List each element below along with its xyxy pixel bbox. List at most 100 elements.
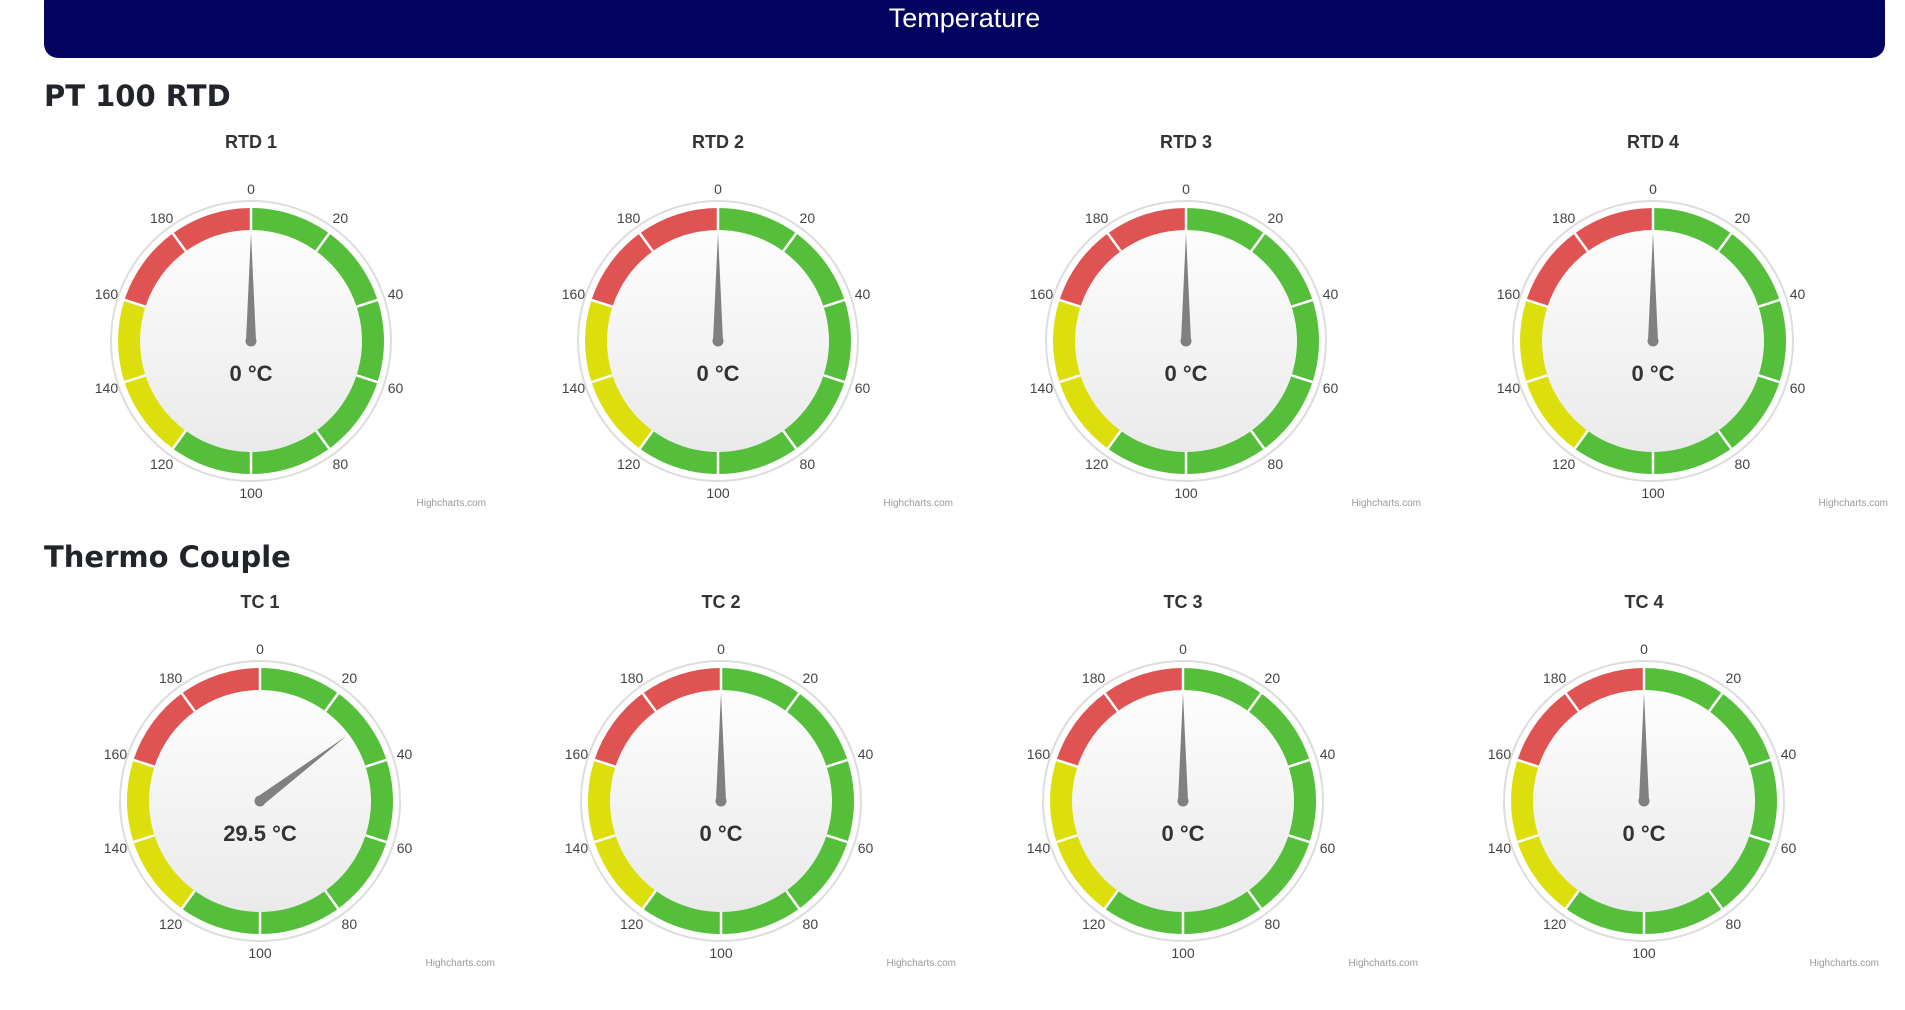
gauge-needle-pivot — [712, 335, 724, 347]
gauge-tick-mark — [594, 834, 616, 844]
gauge-tick-label: 160 — [1027, 746, 1051, 762]
gauge-rtd-4: RTD 4 0 20 40 60 80 100 120 140 160 180 0 °C Highcha… — [1418, 132, 1888, 550]
highcharts-credits-link[interactable]: Highcharts.com — [884, 498, 953, 509]
gauge-tick-label: 100 — [1632, 945, 1656, 961]
gauge-tick-label: 60 — [1781, 840, 1797, 856]
gauge-tick-label: 20 — [1735, 210, 1751, 226]
gauge-tc-4: TC 4 0 20 40 60 80 100 120 140 160 180 0 °C Highchar… — [1409, 592, 1879, 1010]
gauge-tick-label: 180 — [159, 670, 183, 686]
gauge-band-green — [1574, 208, 1786, 475]
gauge-tick-mark — [1250, 232, 1266, 252]
gauge-needle-pivot — [1180, 335, 1192, 347]
gauge-rtd-1: RTD 1 0 20 40 60 80 100 120 140 160 180 0 °C Highcha… — [16, 132, 486, 550]
gauge-tick-label: 60 — [1323, 380, 1339, 396]
gauge-band-yellow — [585, 299, 653, 449]
gauge-band-red — [1059, 208, 1186, 307]
gauge-tick-mark — [1247, 692, 1263, 712]
gauge-tc-2: TC 2 0 20 40 60 80 100 120 140 160 180 0 °C Highchar… — [486, 592, 956, 1010]
gauge-tick-label: 20 — [1265, 670, 1281, 686]
gauge-tick-label: 80 — [1265, 916, 1281, 932]
gauge-tick-mark — [324, 890, 340, 910]
gauge-tick-label: 40 — [388, 286, 404, 302]
gauge-tick-label: 40 — [1320, 746, 1336, 762]
gauge-band-yellow — [1050, 759, 1118, 909]
gauge-tick-mark — [124, 374, 146, 384]
gauge-tick-mark — [641, 692, 657, 712]
gauge-tick-mark — [594, 758, 616, 768]
gauge-tick-mark — [356, 298, 378, 308]
highcharts-credits-link[interactable]: Highcharts.com — [1819, 498, 1888, 509]
highcharts-credits-link[interactable]: Highcharts.com — [1349, 958, 1418, 969]
gauge-tick-mark — [1717, 232, 1733, 252]
gauge-tick-mark — [1059, 374, 1081, 384]
gauge-tick-mark — [1247, 890, 1263, 910]
gauge-tick-label: 180 — [1085, 210, 1109, 226]
gauge-tick-mark — [638, 430, 654, 450]
gauge-tick-mark — [1749, 758, 1771, 768]
gauge-tick-label: 0 — [1649, 181, 1657, 197]
gauge-tick-mark — [823, 374, 845, 384]
gauge-tick-mark — [1291, 374, 1313, 384]
gauge-band-red — [1526, 208, 1653, 307]
gauge-tick-mark — [1564, 692, 1580, 712]
gauge-needle-pivot — [715, 795, 727, 807]
gauge-chart: TC 4 0 20 40 60 80 100 120 140 160 180 0 °C Highchar… — [1488, 592, 1879, 969]
gauge-band-yellow — [1520, 299, 1588, 449]
gauge-tick-label: 140 — [565, 840, 589, 856]
gauge-title: RTD 4 — [1627, 132, 1679, 152]
gauge-tick-mark — [1517, 758, 1539, 768]
gauge-tick-mark — [823, 298, 845, 308]
gauge-tick-label: 140 — [1030, 380, 1054, 396]
gauge-tick-label: 20 — [1268, 210, 1284, 226]
highcharts-credits-link[interactable]: Highcharts.com — [887, 958, 956, 969]
gauge-tick-label: 140 — [1497, 380, 1521, 396]
gauge-tc-3: TC 3 0 20 40 60 80 100 120 140 160 180 0 °C Highchar… — [948, 592, 1418, 1010]
gauge-tick-mark — [1564, 890, 1580, 910]
gauge-tick-mark — [1250, 430, 1266, 450]
gauge-needle — [1181, 233, 1191, 341]
gauge-chart: TC 1 0 20 40 60 80 100 120 140 160 180 29.5 °C Highc… — [104, 592, 495, 969]
page-title: Temperature — [888, 3, 1041, 33]
gauge-tick-mark — [782, 430, 798, 450]
gauge-tick-label: 40 — [858, 746, 874, 762]
highcharts-credits-link[interactable]: Highcharts.com — [1810, 958, 1879, 969]
gauge-tick-mark — [1758, 374, 1780, 384]
gauge-tick-label: 0 — [1179, 641, 1187, 657]
highcharts-credits-link[interactable]: Highcharts.com — [417, 498, 486, 509]
gauge-tick-mark — [638, 232, 654, 252]
gauge-needle — [1639, 693, 1649, 801]
gauge-tick-label: 40 — [1781, 746, 1797, 762]
gauge-value-label: 0 °C — [1622, 821, 1665, 846]
gauge-tick-label: 100 — [239, 485, 263, 501]
highcharts-credits-link[interactable]: Highcharts.com — [1352, 498, 1421, 509]
gauge-tick-label: 160 — [104, 746, 128, 762]
gauge-tick-label: 0 — [1640, 641, 1648, 657]
gauge-needle — [1648, 233, 1658, 341]
gauge-tick-mark — [782, 232, 798, 252]
gauge-tick-mark — [1106, 232, 1122, 252]
gauge-tc-1: TC 1 0 20 40 60 80 100 120 140 160 180 29.5 °C Highc… — [25, 592, 495, 1010]
gauge-tick-label: 140 — [1488, 840, 1512, 856]
gauge-chart: TC 3 0 20 40 60 80 100 120 140 160 180 0 °C Highchar… — [1027, 592, 1418, 969]
gauge-tick-mark — [1526, 298, 1548, 308]
gauge-tick-mark — [171, 430, 187, 450]
gauge-needle — [256, 736, 347, 805]
gauge-band-yellow — [1511, 759, 1579, 909]
gauge-tick-label: 60 — [858, 840, 874, 856]
gauge-tick-label: 80 — [803, 916, 819, 932]
gauge-chart: RTD 4 0 20 40 60 80 100 120 140 160 180 0 °C Highcha… — [1497, 132, 1888, 509]
gauge-tick-label: 20 — [800, 210, 816, 226]
gauge-tick-mark — [315, 232, 331, 252]
highcharts-credits-link[interactable]: Highcharts.com — [426, 958, 495, 969]
gauge-value-label: 0 °C — [1631, 361, 1674, 386]
gauge-tick-mark — [1056, 834, 1078, 844]
section-title-pt100-rtd: PT 100 RTD — [44, 79, 231, 113]
gauge-tick-mark — [1103, 890, 1119, 910]
gauge-tick-label: 120 — [150, 456, 174, 472]
gauge-band-red — [594, 668, 721, 767]
gauge-tick-label: 180 — [1552, 210, 1576, 226]
gauge-title: RTD 2 — [692, 132, 744, 152]
gauge-tick-mark — [1103, 692, 1119, 712]
gauge-tick-label: 100 — [706, 485, 730, 501]
gauge-needle-pivot — [1647, 335, 1659, 347]
